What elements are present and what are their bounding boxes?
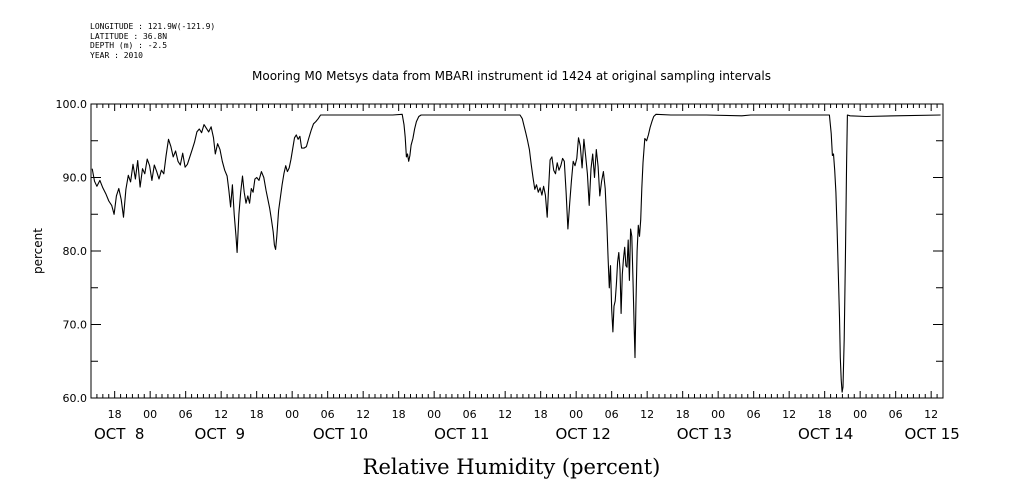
x-date-label: OCT 14: [798, 425, 853, 443]
x-tick-label: 00: [569, 408, 583, 421]
x-date-label: OCT 15: [905, 425, 960, 443]
x-tick-label: 18: [534, 408, 548, 421]
x-tick-label: 00: [711, 408, 725, 421]
x-axis-title: Relative Humidity (percent): [362, 455, 661, 479]
axis-ticks-group: [90, 103, 944, 399]
metadata-depth: DEPTH (m) : -2.5: [90, 41, 168, 50]
x-date-label: OCT 8: [94, 425, 145, 443]
x-axis-title-row: Relative Humidity (percent): [0, 455, 1009, 479]
metadata-latitude: LATITUDE : 36.8N: [90, 31, 168, 41]
x-tick-label: 12: [498, 408, 512, 421]
x-date-label: OCT 10: [313, 425, 368, 443]
x-date-label: OCT 9: [195, 425, 246, 443]
axis-labels-group: 60.0 70.0 80.0 90.0 100.0 18 00 06 12 18 00 06 12 18 0…: [31, 98, 960, 443]
y-tick-label: 90.0: [63, 172, 88, 185]
x-tick-label: 06: [321, 408, 335, 421]
x-tick-label: 06: [747, 408, 761, 421]
x-tick-label: 18: [676, 408, 690, 421]
metadata-year: YEAR : 2010: [90, 50, 143, 60]
x-tick-label: 18: [818, 408, 832, 421]
x-date-label: OCT 12: [555, 425, 610, 443]
x-tick-label: 12: [214, 408, 228, 421]
metadata-block: LONGITUDE : 121.9W(-121.9) LATITUDE : 36…: [90, 22, 215, 60]
y-tick-label: 70.0: [63, 319, 88, 332]
x-tick-label: 06: [179, 408, 193, 421]
x-tick-label: 00: [427, 408, 441, 421]
series-group: [91, 113, 941, 393]
x-tick-label: 06: [463, 408, 477, 421]
y-tick-label: 60.0: [63, 392, 88, 405]
humidity-series-line: [91, 113, 941, 393]
x-tick-label: 18: [392, 408, 406, 421]
y-tick-label: 100.0: [56, 98, 88, 111]
chart-title: Mooring M0 Metsys data from MBARI instru…: [252, 69, 771, 83]
y-axis-title: percent: [31, 228, 45, 274]
x-tick-label: 12: [782, 408, 796, 421]
x-tick-label: 18: [108, 408, 122, 421]
x-date-label: OCT 13: [677, 425, 732, 443]
chart-title-row: Mooring M0 Metsys data from MBARI instru…: [0, 69, 1009, 83]
x-date-label: OCT 11: [434, 425, 489, 443]
x-tick-label: 12: [356, 408, 370, 421]
x-tick-label: 00: [285, 408, 299, 421]
x-tick-label: 12: [640, 408, 654, 421]
x-tick-label: 18: [250, 408, 264, 421]
y-tick-label: 80.0: [63, 245, 88, 258]
metadata-longitude: LONGITUDE : 121.9W(-121.9): [90, 22, 216, 31]
x-tick-label: 12: [924, 408, 938, 421]
x-tick-label: 00: [143, 408, 157, 421]
x-tick-label: 00: [853, 408, 867, 421]
x-tick-label: 06: [605, 408, 619, 421]
x-tick-label: 06: [889, 408, 903, 421]
